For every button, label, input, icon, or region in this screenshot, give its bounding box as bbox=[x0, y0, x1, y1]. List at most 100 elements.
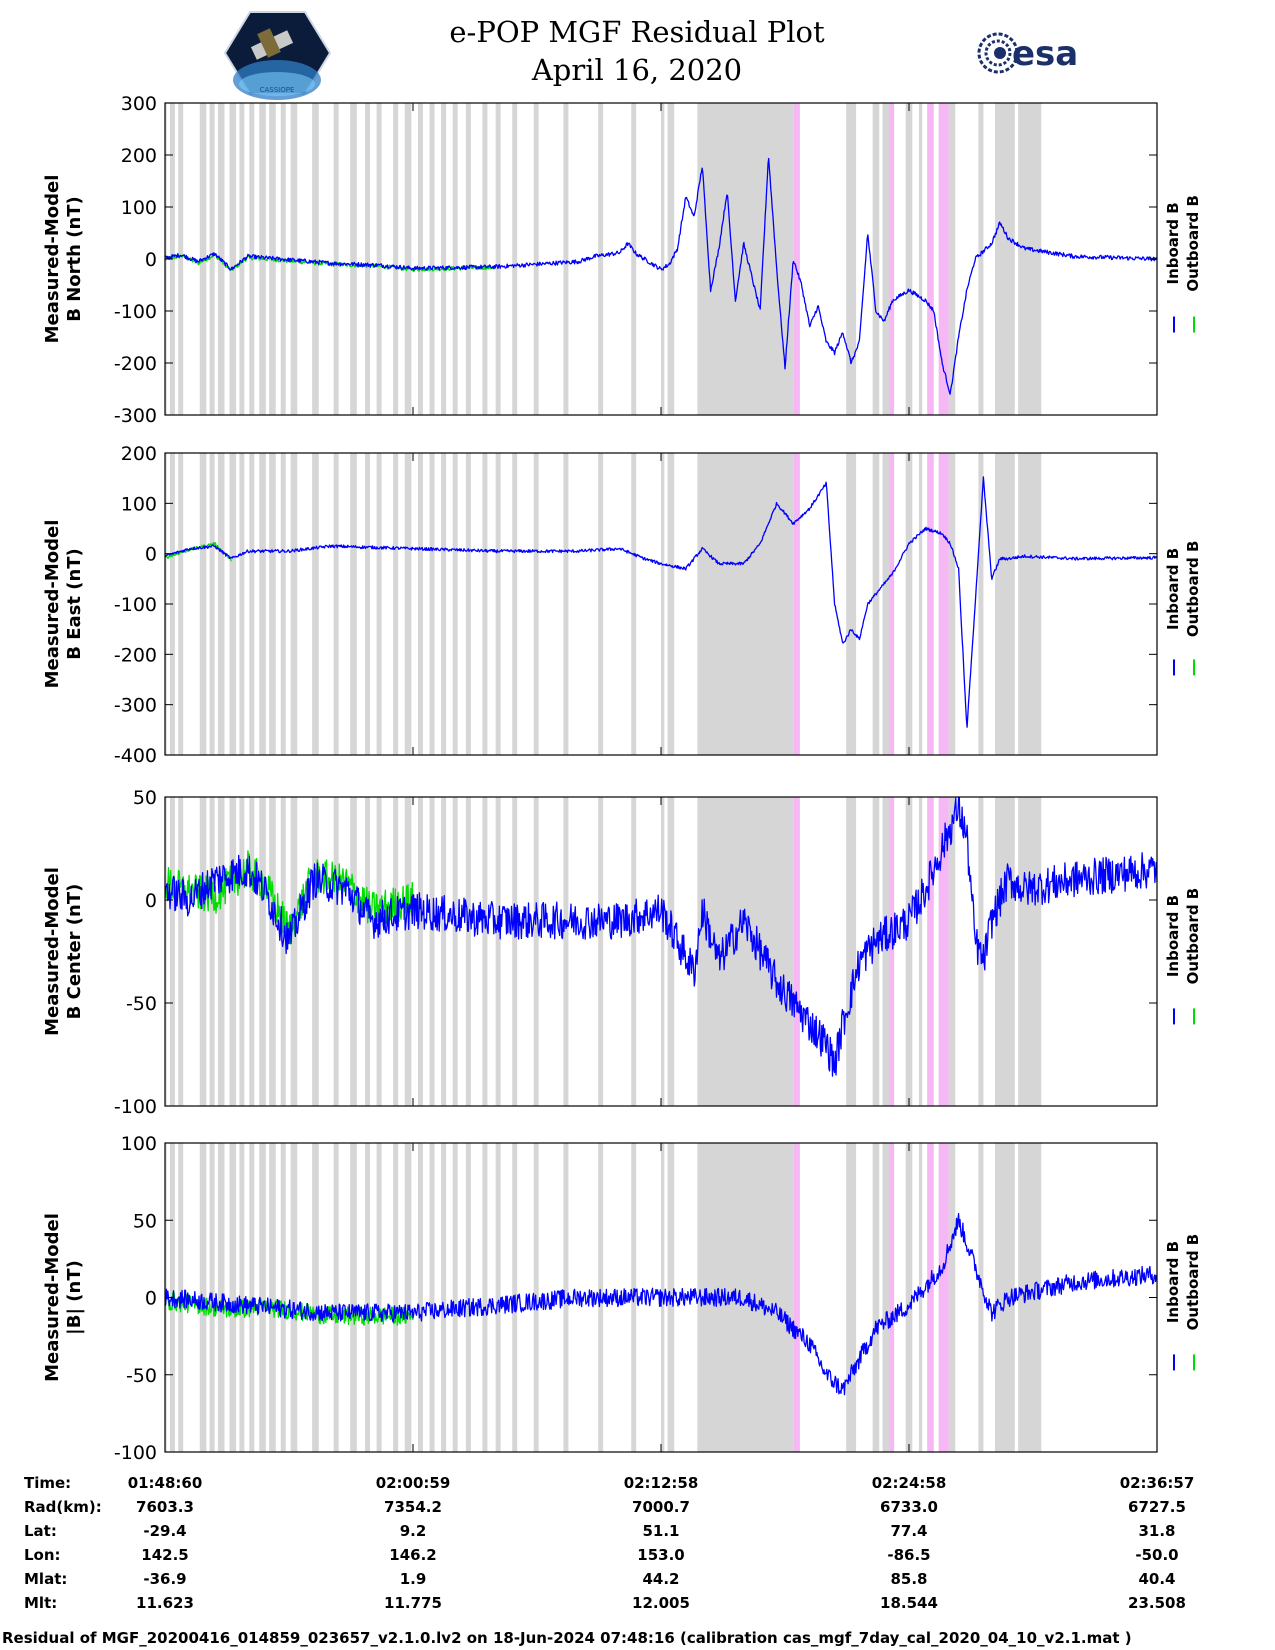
data-gap-gray bbox=[882, 797, 890, 1106]
data-gap-gray bbox=[495, 797, 501, 1106]
info-row-label: Mlt: bbox=[24, 1594, 57, 1612]
data-gap-gray bbox=[199, 1143, 207, 1452]
cassiope-logo-text: CASSIOPE bbox=[260, 86, 295, 94]
info-cell: -29.4 bbox=[143, 1522, 186, 1540]
data-gap-gray bbox=[417, 1143, 423, 1452]
data-gap-pink bbox=[938, 103, 949, 415]
data-gap-gray bbox=[563, 1143, 569, 1452]
legend-outboard-label: Outboard B bbox=[1184, 541, 1202, 638]
data-gap-gray bbox=[441, 1143, 447, 1452]
data-gap-gray bbox=[667, 453, 675, 755]
info-cell: 44.2 bbox=[642, 1570, 679, 1588]
data-gap-gray bbox=[312, 1143, 319, 1452]
data-gap-gray bbox=[169, 797, 175, 1106]
data-gap-gray bbox=[872, 1143, 880, 1452]
data-gap-gray bbox=[512, 453, 518, 755]
legend-inboard-label: Inboard B bbox=[1164, 895, 1182, 977]
y-tick-label: -100 bbox=[114, 301, 157, 323]
data-gap-gray bbox=[417, 103, 423, 415]
data-gap-gray bbox=[365, 103, 371, 415]
data-gap-gray bbox=[249, 797, 255, 1106]
data-gap-pink bbox=[793, 797, 800, 1106]
y-axis-label-line1: Measured-Model bbox=[42, 867, 63, 1036]
y-tick-label: 200 bbox=[121, 145, 157, 167]
series-line-inboard-b bbox=[164, 476, 1158, 728]
data-gap-gray bbox=[165, 797, 167, 1106]
info-cell: 23.508 bbox=[1128, 1594, 1186, 1612]
data-gap-gray bbox=[178, 797, 184, 1106]
data-gap-gray bbox=[393, 797, 399, 1106]
data-gap-gray bbox=[229, 103, 237, 415]
y-axis-label-line2: |B| (nT) bbox=[64, 1260, 85, 1335]
data-gap-gray bbox=[533, 453, 539, 755]
data-gap-pink bbox=[938, 453, 949, 755]
y-tick-label: 0 bbox=[145, 1288, 157, 1310]
y-tick-label: -400 bbox=[114, 745, 157, 767]
info-cell: -50.0 bbox=[1135, 1546, 1178, 1564]
info-cell: 31.8 bbox=[1138, 1522, 1175, 1540]
data-gap-pink bbox=[938, 797, 949, 1106]
panel-b-magnitude: 100 50 0 -50 -100 Measured-Model |B| (nT) Inboa… bbox=[42, 1133, 1202, 1464]
data-gap-gray bbox=[269, 1143, 276, 1452]
data-gap-gray bbox=[948, 453, 956, 755]
data-gap-gray bbox=[482, 1143, 488, 1452]
data-gap-gray bbox=[465, 103, 471, 415]
data-gap-gray bbox=[429, 797, 435, 1106]
data-gap-gray bbox=[697, 103, 794, 415]
data-gap-gray bbox=[495, 453, 501, 755]
header: CASSIOPE e-POP MGF Residual Plot April 1… bbox=[223, 11, 1078, 100]
data-gap-gray bbox=[872, 453, 880, 755]
data-gap-gray bbox=[512, 797, 518, 1106]
data-gap-gray bbox=[209, 797, 215, 1106]
info-cell: 12.005 bbox=[632, 1594, 690, 1612]
y-tick-label: 200 bbox=[121, 443, 157, 465]
info-cell: 01:48:60 bbox=[128, 1474, 203, 1492]
y-tick-label: 50 bbox=[133, 787, 157, 809]
y-axis-label-line1: Measured-Model bbox=[42, 175, 63, 344]
data-gap-gray bbox=[994, 453, 1015, 755]
data-gap-gray bbox=[598, 797, 604, 1106]
y-tick-label: -300 bbox=[114, 695, 157, 717]
data-gap-gray bbox=[512, 103, 518, 415]
data-gap-gray bbox=[465, 1143, 471, 1452]
data-gap-pink bbox=[793, 1143, 800, 1452]
data-gap-gray bbox=[393, 453, 399, 755]
y-tick-label: -50 bbox=[126, 1365, 157, 1387]
data-gap-gray bbox=[239, 1143, 245, 1452]
data-gap-gray bbox=[563, 797, 569, 1106]
data-gap-gray bbox=[1018, 453, 1042, 755]
data-gap-gray bbox=[333, 797, 339, 1106]
info-cell: -36.9 bbox=[143, 1570, 186, 1588]
data-gap-gray bbox=[350, 103, 357, 415]
info-row-label: Lat: bbox=[24, 1522, 57, 1540]
y-axis-label-line2: B East (nT) bbox=[64, 548, 85, 660]
info-row-label: Time: bbox=[24, 1474, 71, 1492]
data-gap-gray bbox=[229, 1143, 237, 1452]
data-gap-gray bbox=[417, 453, 423, 755]
data-gap-gray bbox=[376, 103, 382, 415]
info-row-label: Mlat: bbox=[24, 1570, 67, 1588]
data-gap-pink bbox=[927, 453, 934, 755]
series-line-inboard-b bbox=[164, 796, 1158, 1077]
data-gap-gray bbox=[404, 797, 412, 1106]
info-cell: 40.4 bbox=[1138, 1570, 1175, 1588]
data-gap-gray bbox=[631, 103, 637, 415]
info-cell: 9.2 bbox=[400, 1522, 427, 1540]
data-gap-pink bbox=[889, 103, 895, 415]
data-gap-gray bbox=[905, 103, 913, 415]
data-gap-gray bbox=[465, 797, 471, 1106]
data-gap-gray bbox=[280, 1143, 286, 1452]
data-gap-gray bbox=[259, 797, 266, 1106]
data-gap-gray bbox=[312, 453, 319, 755]
data-gap-gray bbox=[229, 453, 237, 755]
data-gap-gray bbox=[918, 453, 923, 755]
data-gap-gray bbox=[661, 103, 665, 415]
data-gap-pink bbox=[889, 797, 895, 1106]
data-gap-gray bbox=[259, 453, 266, 755]
data-gap-gray bbox=[269, 797, 276, 1106]
info-cell: 51.1 bbox=[642, 1522, 679, 1540]
data-gap-gray bbox=[365, 797, 371, 1106]
data-gap-gray bbox=[376, 1143, 382, 1452]
data-gap-gray bbox=[217, 453, 225, 755]
data-gap-pink bbox=[793, 103, 800, 415]
